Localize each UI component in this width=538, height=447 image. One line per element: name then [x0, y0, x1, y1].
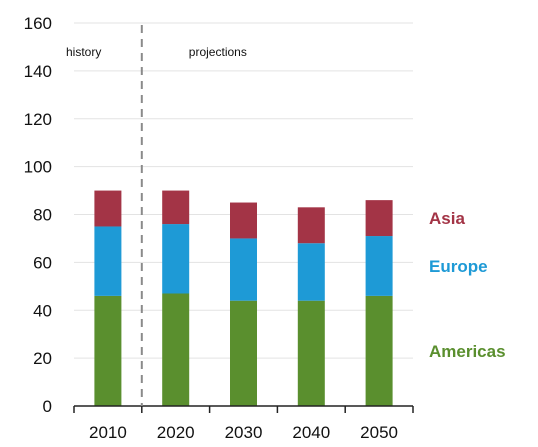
- bar-americas-2050: [365, 295, 393, 406]
- legend-label-asia: Asia: [429, 209, 465, 228]
- y-tick-label: 60: [33, 253, 52, 272]
- bar-americas-2020: [162, 293, 190, 406]
- bar-europe-2020: [162, 224, 190, 294]
- projections-annotation: projections: [189, 45, 247, 59]
- y-tick-label: 100: [24, 158, 52, 177]
- y-tick-label: 120: [24, 110, 52, 129]
- bar-americas-2010: [94, 295, 122, 406]
- legend: Americas Europe Asia: [429, 209, 506, 361]
- x-axis: 2010 2020 2030 2040 2050: [73, 405, 414, 442]
- bars: [94, 190, 393, 406]
- bar-europe-2040: [297, 243, 325, 301]
- bar-americas-2030: [230, 300, 257, 406]
- history-annotation: history: [66, 45, 101, 59]
- y-tick-label: 40: [33, 301, 52, 320]
- bar-europe-2030: [230, 238, 257, 301]
- legend-label-americas: Americas: [429, 342, 506, 361]
- bar-asia-2040: [297, 207, 325, 244]
- bar-europe-2050: [365, 236, 393, 296]
- x-tick-label: 2040: [292, 423, 330, 442]
- y-tick-label: 0: [43, 397, 52, 416]
- x-tick-label: 2020: [157, 423, 195, 442]
- x-tick-label: 2010: [89, 423, 127, 442]
- y-tick-label: 140: [24, 62, 52, 81]
- bar-asia-2020: [162, 190, 190, 225]
- y-tick-label: 20: [33, 349, 52, 368]
- bar-europe-2010: [94, 226, 122, 296]
- bar-asia-2010: [94, 190, 122, 227]
- bar-asia-2050: [365, 200, 393, 237]
- legend-label-europe: Europe: [429, 257, 488, 276]
- y-axis: 0 20 40 60 80 100 120 140 160: [24, 14, 52, 416]
- y-tick-label: 80: [33, 206, 52, 225]
- bar-americas-2040: [297, 300, 325, 406]
- x-tick-label: 2030: [225, 423, 263, 442]
- bar-asia-2030: [230, 202, 257, 239]
- x-tick-label: 2050: [360, 423, 398, 442]
- y-tick-label: 160: [24, 14, 52, 33]
